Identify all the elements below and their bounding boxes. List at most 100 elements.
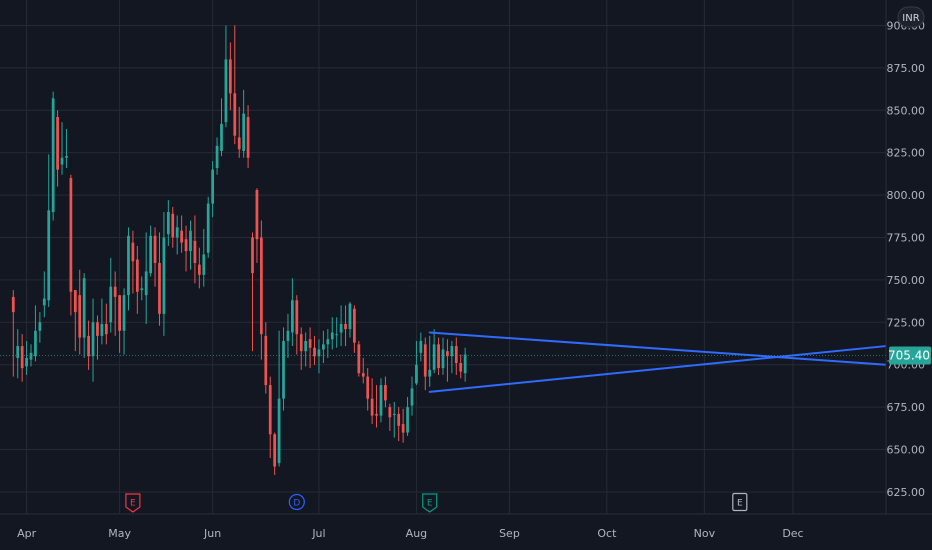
candle-body [259,237,263,335]
price-tick-label: 675.00 [887,401,926,414]
candle-body [127,235,130,296]
candle [34,305,37,362]
candle [415,340,418,386]
candle [189,220,192,270]
event-marker[interactable]: E [732,492,748,512]
candle-body [16,346,20,358]
candle-body [264,335,268,386]
candle [335,317,339,348]
candle [131,230,135,294]
event-marker[interactable]: D [288,493,305,511]
candle [162,212,166,336]
candle [224,25,228,128]
candle-body [82,278,86,338]
candle-body [366,376,370,399]
time-axis-panel[interactable] [0,514,886,550]
candle [370,378,374,425]
candle-body [113,286,117,297]
price-tick-label: 725.00 [887,316,926,329]
candle-body [215,145,219,168]
candle [286,313,290,358]
candle-body [211,169,215,204]
candle [459,354,463,379]
candle-body [78,295,82,338]
candle [264,322,268,394]
candle [375,385,378,428]
candle [366,368,370,411]
candle-body [450,346,454,357]
candle-body [193,240,197,263]
candle-body [42,298,46,306]
price-axis: 625.00650.00675.00700.00725.00750.00775.… [887,19,926,499]
candle [317,339,321,374]
candle-body [335,334,339,336]
candle [135,245,139,314]
candle [463,347,467,382]
candle [73,290,77,352]
candle [42,271,46,318]
candle [122,288,126,355]
candle [118,295,121,353]
candle-body [406,407,409,433]
candle [246,105,250,168]
candle-body [322,344,325,350]
candle-body [224,59,228,123]
candle [82,273,86,358]
candle [441,337,445,375]
candles [11,25,467,475]
currency-badge[interactable]: INR [897,6,925,28]
candle [206,196,210,258]
candle [166,200,170,246]
price-tick-label: 825.00 [887,147,926,160]
candle-body [268,385,272,435]
candle-body [428,369,432,377]
price-axis-panel[interactable] [886,0,932,514]
trendlines[interactable] [428,331,887,393]
candle [282,327,285,411]
candle-body [118,295,121,331]
trendline[interactable] [428,331,887,366]
candle [437,337,440,375]
candle-body [384,385,387,401]
candle-body [11,296,15,313]
candle [197,247,201,289]
month-tick-label: Dec [782,527,803,540]
event-marker-label: E [737,499,743,509]
trendline[interactable] [428,345,887,393]
candle-body [149,235,152,274]
candle-body [459,363,463,372]
candle-body [255,189,259,240]
price-tick-label: 875.00 [887,62,926,75]
candle [419,332,423,362]
candle-body [423,344,427,377]
candle-body [441,349,445,369]
candle [392,402,396,438]
candle-body [273,434,277,467]
candle [29,344,33,367]
candle-body [122,295,126,331]
candle-body [140,288,144,291]
candle [432,329,436,374]
candle [104,303,108,345]
candle-body [171,213,175,238]
event-marker-label: D [293,499,300,509]
candle [348,301,352,338]
candle [91,298,95,382]
candle [397,407,401,442]
candle [51,91,55,221]
candle-body [162,237,166,314]
candle-body [220,123,223,151]
candle [69,174,73,316]
candle-body [135,259,139,292]
event-marker[interactable]: E [422,493,438,513]
event-marker[interactable]: E [125,493,141,513]
price-tick-label: 650.00 [887,444,926,457]
candle-body [60,157,64,165]
candle [78,269,82,355]
candle-body [34,330,37,357]
candle-body [228,59,232,94]
candle [242,89,246,158]
candle [237,106,241,158]
